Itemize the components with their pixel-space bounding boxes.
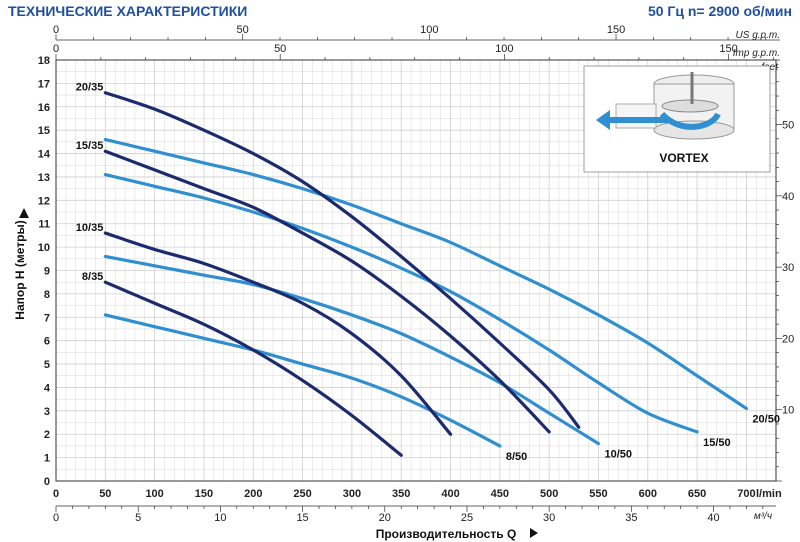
series-label-10-35: 10/35: [76, 222, 104, 234]
us-gpm-tick-label: 150: [607, 24, 625, 36]
x-axis-title: Производительность Q: [376, 527, 517, 541]
y-tick-label: 7: [44, 312, 50, 324]
series-label-10-50: 10/50: [604, 449, 632, 461]
m3h-tick-label: 10: [214, 512, 226, 524]
series-line-8-35: [103, 280, 403, 457]
top-flow-axes: US g.p.m. Imp g.p.m. 0 50 100 150 0 50 100 150: [53, 24, 780, 61]
y-tick-label: 3: [44, 406, 50, 418]
x-tick-label: 400: [441, 488, 459, 500]
series-line-8-50: [103, 313, 502, 448]
imp-gpm-tick-label: 0: [53, 43, 59, 55]
series-line-20-50: [103, 137, 749, 411]
y-tick-label: 6: [44, 336, 50, 348]
x-tick-label: 200: [244, 488, 262, 500]
x-tick-label: 0: [53, 488, 59, 500]
vortex-label: VORTEX: [659, 151, 708, 165]
y-tick-label: 4: [44, 382, 51, 394]
page-title: ТЕХНИЧЕСКИЕ ХАРАКТЕРИСТИКИ: [8, 3, 247, 19]
m3h-tick-label: 40: [707, 512, 719, 524]
x-tick-label: 600: [639, 488, 657, 500]
series-line-15-35: [103, 149, 551, 434]
y-axis-title-group: Напор H (метры): [13, 208, 29, 320]
vortex-inset: VORTEX: [583, 65, 771, 173]
us-gpm-tick-label: 50: [237, 24, 249, 36]
us-gpm-label: US g.p.m.: [736, 30, 780, 41]
m3h-tick-label: 30: [543, 512, 555, 524]
y-tick-label: 14: [38, 149, 51, 161]
x-axis-arrow-icon: [530, 528, 538, 538]
y-tick-label: 15: [38, 125, 50, 137]
x-tick-label: 300: [343, 488, 361, 500]
series-label-20-35: 20/35: [76, 82, 104, 94]
y-tick-label: 0: [44, 476, 50, 488]
x-tick-label: 50: [99, 488, 111, 500]
series-label-8-50: 8/50: [506, 451, 527, 463]
series-line-10-50: [103, 254, 601, 446]
plot-frame: [55, 59, 777, 482]
m3h-label: м³/ч: [754, 511, 772, 522]
y-tick-label: 2: [44, 429, 50, 441]
imp-gpm-tick-label: 100: [495, 43, 513, 55]
feet-tick-label: 50: [782, 120, 794, 132]
y-tick-label: 9: [44, 266, 50, 278]
y-tick-label: 17: [38, 78, 50, 90]
m3h-tick-label: 5: [135, 512, 141, 524]
x-axis-ticks: 0 50 100 150 200 250 300 350 400 450 500 550 600 650 7…: [53, 488, 756, 500]
x-tick-label: 100: [145, 488, 163, 500]
x-tick-label: 250: [293, 488, 311, 500]
series-line-15-50: [103, 173, 699, 434]
feet-axis-ticks: 10 20 30 40 50: [776, 67, 794, 482]
y-tick-label: 1: [44, 453, 50, 465]
m3h-axis-ticks: 0 5 10 15 20 25 30 35 40: [53, 506, 764, 524]
us-gpm-tick-label: 0: [53, 24, 59, 36]
m3h-tick-label: 35: [625, 512, 637, 524]
series-label-20-50: 20/50: [752, 413, 780, 425]
y-tick-label: 16: [38, 102, 50, 114]
m3h-tick-label: 20: [379, 512, 391, 524]
imp-gpm-tick-label: 150: [719, 43, 737, 55]
series-label-8-35: 8/35: [82, 271, 103, 283]
y-tick-label: 18: [38, 55, 50, 67]
imp-gpm-tick-label: 50: [274, 43, 286, 55]
feet-tick-label: 30: [782, 262, 794, 274]
m3h-tick-label: 15: [296, 512, 308, 524]
us-gpm-tick-label: 100: [420, 24, 438, 36]
speed-spec: 50 Гц n= 2900 об/мин: [648, 3, 792, 19]
m3h-tick-label: 25: [461, 512, 473, 524]
x-axis-title-group: Производительность Q: [376, 527, 538, 541]
series-layer: 20/50 15/50 10/50 8/50 20/35 15/35 10/35 8/35: [76, 82, 780, 463]
y-axis-title: Напор H (метры): [13, 220, 27, 319]
feet-tick-label: 10: [782, 405, 794, 417]
y-tick-label: 5: [44, 359, 50, 371]
y-tick-label: 8: [44, 289, 50, 301]
series-label-15-35: 15/35: [76, 140, 104, 152]
vortex-impeller-icon: [596, 72, 735, 140]
series-line-10-35: [103, 231, 453, 436]
x-tick-label: 350: [392, 488, 410, 500]
x-tick-label: 650: [688, 488, 706, 500]
y-axis-arrow-icon: [19, 208, 29, 218]
x-tick-label: 500: [540, 488, 558, 500]
x-tick-label: 150: [195, 488, 213, 500]
y-tick-label: 12: [38, 195, 50, 207]
feet-tick-label: 40: [782, 191, 794, 203]
imp-gpm-label: Imp g.p.m.: [733, 48, 780, 59]
series-line-20-35: [103, 91, 581, 429]
y-tick-label: 10: [38, 242, 50, 254]
y-tick-label: 11: [38, 219, 50, 231]
x-tick-label: 450: [491, 488, 509, 500]
x-tick-label: 700: [737, 488, 755, 500]
y-tick-label: 13: [38, 172, 50, 184]
feet-tick-label: 20: [782, 333, 794, 345]
m3h-tick-label: 0: [53, 512, 59, 524]
x-tick-label: 550: [589, 488, 607, 500]
lmin-label: l/min: [756, 488, 782, 500]
series-label-15-50: 15/50: [703, 437, 731, 449]
